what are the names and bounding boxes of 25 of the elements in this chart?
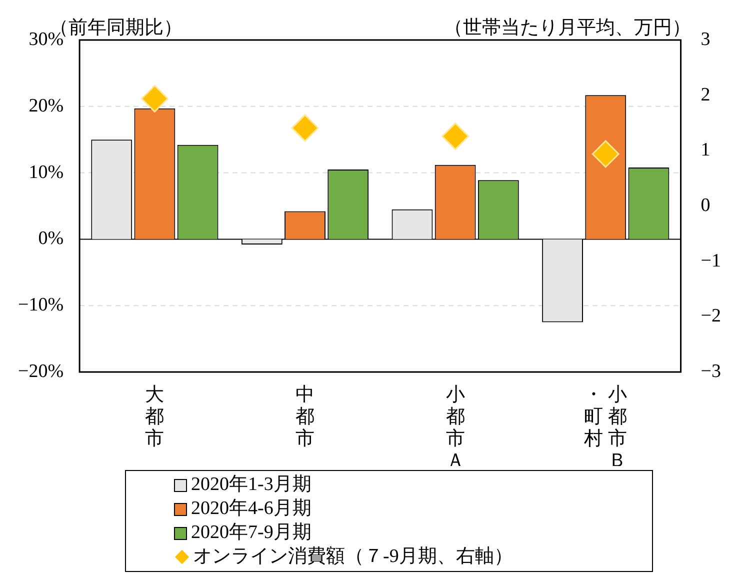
y-tick-label: 20% bbox=[28, 95, 64, 116]
y2-tick-label: −2 bbox=[700, 306, 722, 327]
y-tick-label: 0% bbox=[38, 228, 64, 250]
y2-tick-label: −1 bbox=[700, 250, 722, 272]
y2-tick-label: −3 bbox=[700, 360, 722, 382]
point bbox=[442, 122, 470, 150]
category-label: 小都市Ｂ・町村 bbox=[584, 384, 628, 472]
y2-tick-label: 2 bbox=[700, 84, 710, 106]
y2-tick-label: 0 bbox=[700, 194, 710, 216]
y-tick-label: 10% bbox=[28, 162, 64, 183]
y-tick-label: −10% bbox=[18, 294, 64, 316]
y-tick-label: −20% bbox=[18, 360, 64, 382]
legend-label: オンライン消費額（７-9月期、右軸） bbox=[193, 545, 513, 569]
x-tick-label: 大都市 bbox=[145, 384, 164, 450]
y2-tick-label: 3 bbox=[700, 28, 710, 50]
x-tick-label: 小都市Ａ bbox=[446, 384, 465, 472]
y2-tick-label: 1 bbox=[700, 140, 710, 161]
legend-label: 2020年7-9月期 bbox=[191, 521, 312, 545]
point bbox=[291, 114, 319, 142]
legend-label: 2020年1-3月期 bbox=[191, 473, 312, 497]
point bbox=[140, 84, 168, 112]
y2-axis-title: （世帯当たり月平均、万円） bbox=[444, 17, 691, 38]
x-tick-label: 中都市 bbox=[296, 384, 315, 450]
point bbox=[592, 140, 620, 168]
legend-label: 2020年4-6月期 bbox=[191, 497, 312, 521]
